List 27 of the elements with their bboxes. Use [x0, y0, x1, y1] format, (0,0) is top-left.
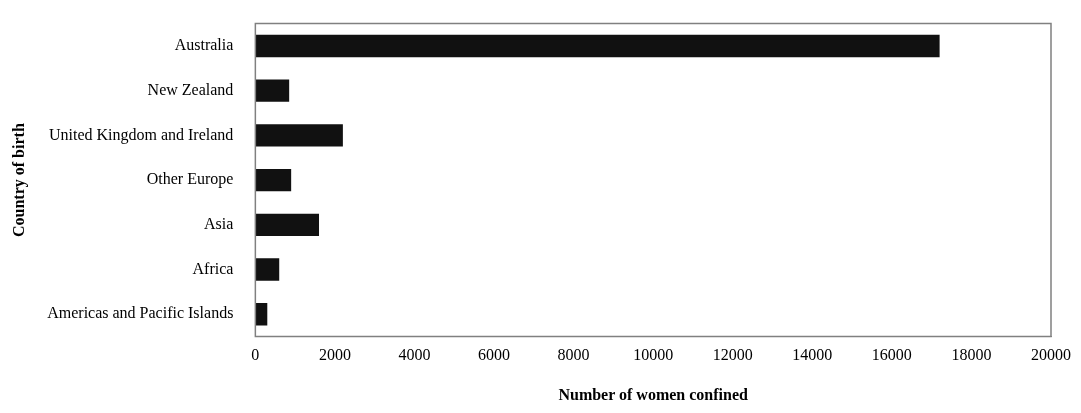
x-tick-label: 10000: [633, 346, 674, 364]
bar: [255, 168, 292, 192]
x-tick-label: 2000: [318, 346, 351, 364]
y-tick-label: Australia: [174, 36, 234, 54]
y-tick-label: United Kingdom and Ireland: [48, 125, 234, 144]
bar: [255, 303, 268, 326]
x-tick-label: 0: [251, 346, 260, 364]
x-tick-label: 6000: [478, 346, 511, 364]
x-tick-label: 20000: [1031, 346, 1071, 364]
bar: [255, 124, 343, 147]
bar: [255, 213, 320, 236]
x-tick-label: 4000: [398, 346, 431, 364]
y-tick-label: Other Europe: [146, 170, 234, 189]
x-tick-label: 12000: [712, 346, 753, 364]
bar: [255, 79, 290, 102]
bar: [255, 34, 940, 58]
x-tick-label: 16000: [871, 346, 912, 364]
x-axis-title: Number of women confined: [558, 385, 749, 403]
x-tick-label: 8000: [557, 346, 590, 364]
y-tick-label: New Zealand: [147, 80, 234, 98]
y-tick-label: Americas and Pacific Islands: [47, 304, 234, 322]
x-tick-label: 14000: [792, 346, 833, 364]
y-tick-label: Asia: [204, 215, 234, 233]
y-tick-label: Africa: [192, 259, 234, 277]
x-tick-label: 18000: [951, 346, 992, 364]
bar: [255, 258, 280, 281]
y-axis-title: Country of birth: [9, 123, 28, 237]
